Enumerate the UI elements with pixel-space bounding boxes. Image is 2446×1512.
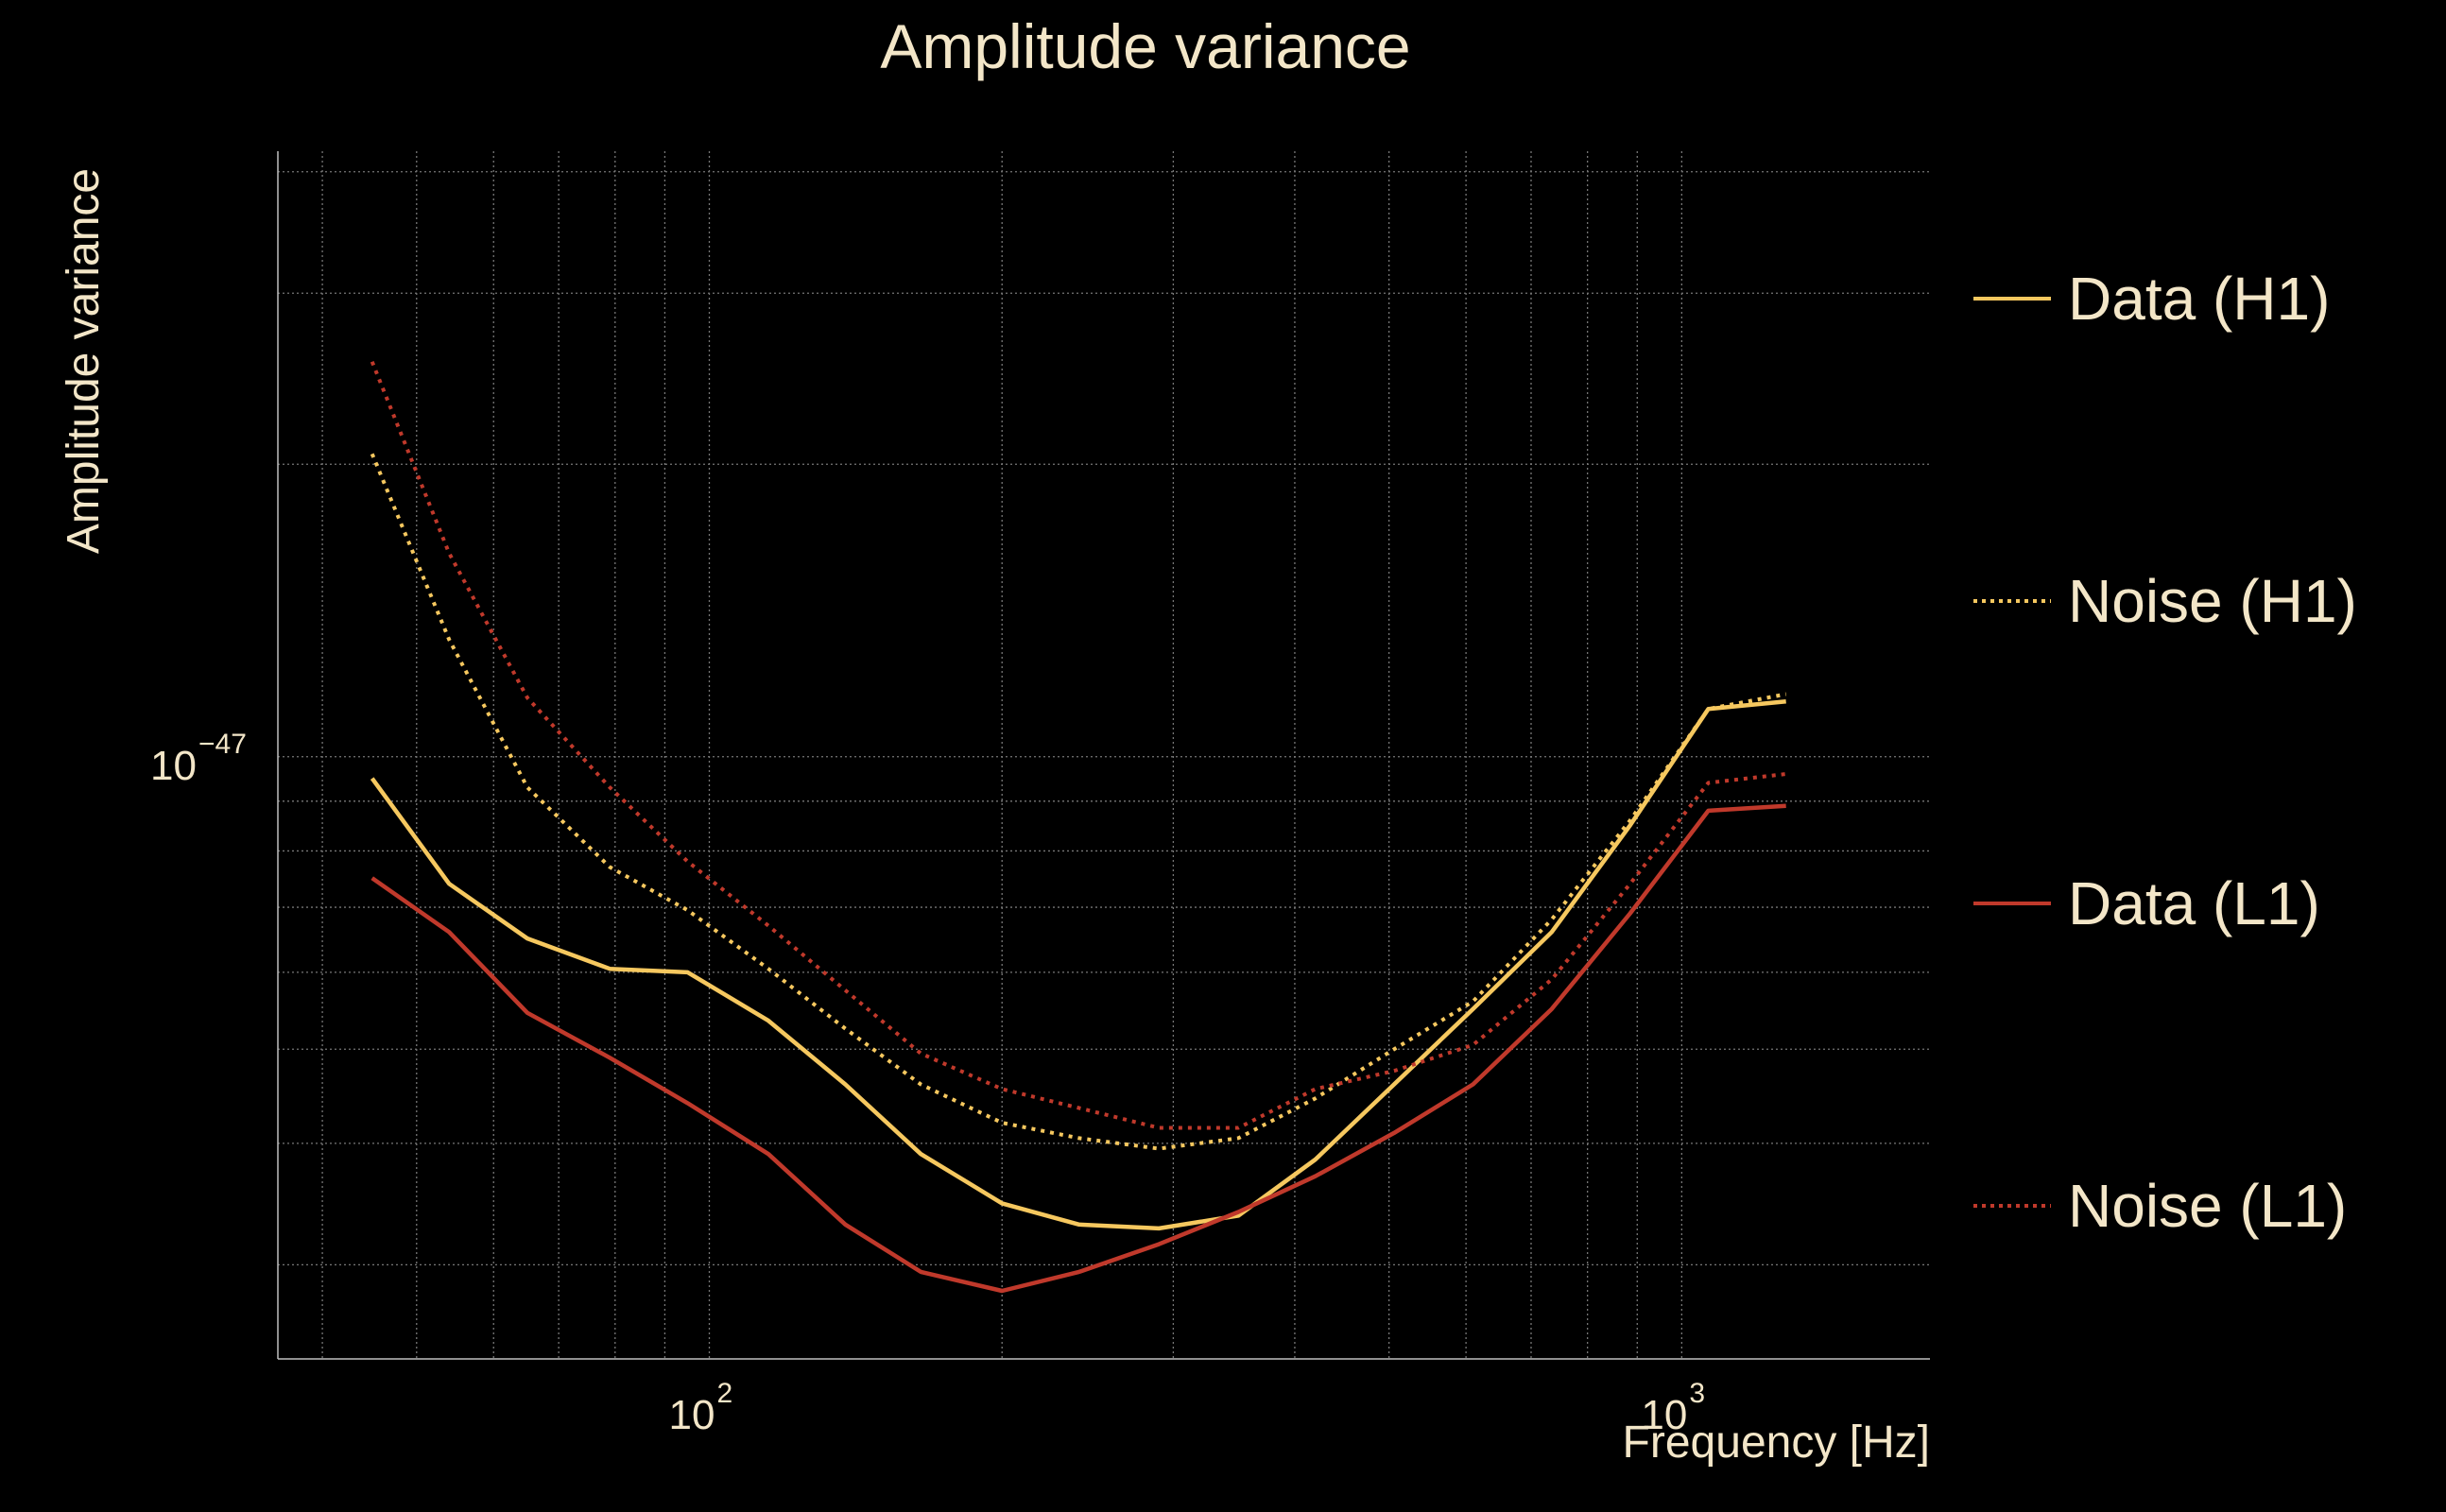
- legend-entry: Noise (H1): [1973, 567, 2357, 635]
- x-tick-label: 10 2: [669, 1378, 733, 1438]
- x-tick-exponent: 2: [717, 1378, 733, 1409]
- chart-title: Amplitude variance: [880, 11, 1410, 81]
- x-tick-base: 10: [669, 1392, 715, 1438]
- y-tick-label: 10 −47: [150, 729, 247, 789]
- series-line-1: [370, 699, 1786, 1231]
- grid: [278, 151, 1930, 1359]
- legend: Data (H1) Noise (H1) Data (L1) Noise (L1): [1973, 265, 2357, 1240]
- x-axis-label: Frequency [Hz]: [1623, 1418, 1930, 1468]
- x-tick-exponent: 3: [1689, 1378, 1705, 1409]
- series-line-3: [370, 803, 1786, 1294]
- legend-entry: Data (L1): [1973, 869, 2320, 937]
- legend-label: Noise (L1): [2068, 1172, 2347, 1240]
- legend-entry: Noise (L1): [1973, 1172, 2347, 1240]
- series-line-2: [370, 453, 1787, 1151]
- series-line-4: [370, 361, 1786, 1130]
- legend-label: Data (L1): [2068, 869, 2320, 937]
- y-tick-exponent: −47: [198, 729, 247, 760]
- legend-label: Data (H1): [2068, 265, 2330, 333]
- x-tick-label: 10 3: [1641, 1378, 1705, 1438]
- y-axis-label: Amplitude variance: [59, 168, 109, 554]
- x-tick-base: 10: [1641, 1392, 1687, 1438]
- y-tick-base: 10: [150, 743, 197, 789]
- legend-entry: Data (H1): [1973, 265, 2330, 333]
- legend-label: Noise (H1): [2068, 567, 2357, 635]
- plot-area: 10 2 10 310 −47: [150, 151, 1930, 1438]
